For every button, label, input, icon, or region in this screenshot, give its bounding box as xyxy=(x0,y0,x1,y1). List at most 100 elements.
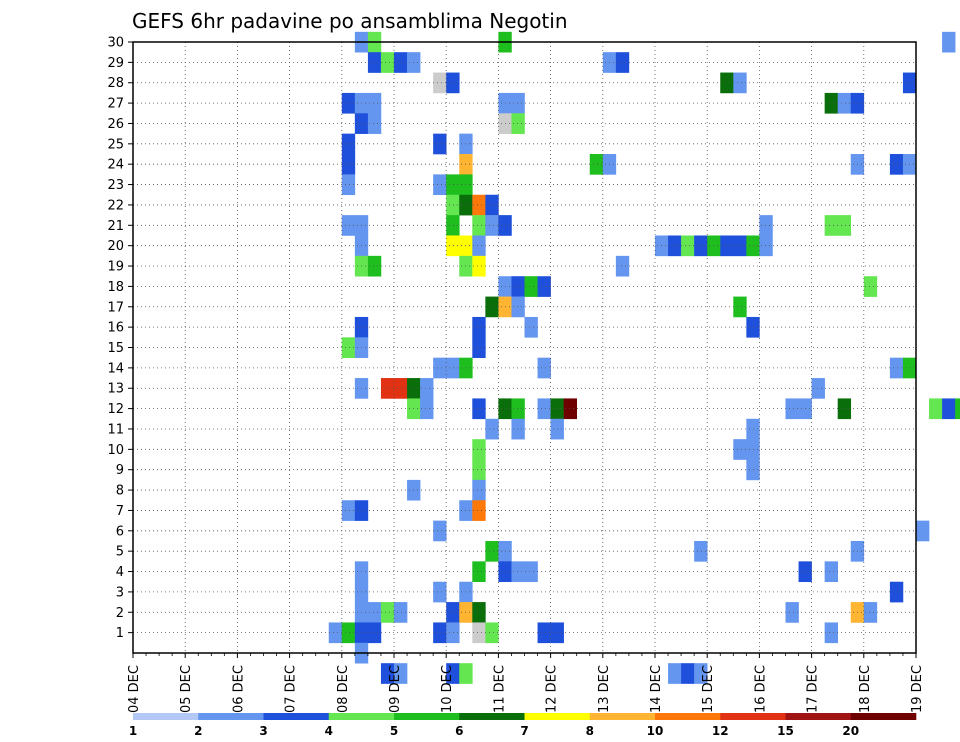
heatmap-cell xyxy=(733,235,747,257)
colorbar-swatch xyxy=(328,713,395,720)
heatmap-cell xyxy=(472,602,486,623)
heatmap-cell xyxy=(811,378,825,399)
y-tick-label: 5 xyxy=(116,545,124,560)
heatmap-cell xyxy=(433,520,447,542)
heatmap-cell xyxy=(367,622,382,644)
y-tick-label: 15 xyxy=(107,341,124,356)
heatmap-cell xyxy=(472,561,486,583)
heatmap-cell xyxy=(889,154,904,175)
heatmap-cell xyxy=(916,520,930,542)
heatmap-cell xyxy=(380,52,395,73)
y-tick-label: 11 xyxy=(107,422,124,437)
heatmap-cell xyxy=(485,194,499,216)
x-tick-label: 17 DEC xyxy=(806,665,821,713)
heatmap-cell xyxy=(367,255,382,277)
y-tick-label: 6 xyxy=(116,524,124,539)
heatmap-cell xyxy=(446,174,460,196)
heatmap-cell xyxy=(955,398,960,420)
grid-lines xyxy=(133,41,916,653)
heatmap-cell xyxy=(433,622,447,644)
y-tick-label: 3 xyxy=(116,585,124,600)
heatmap-cell xyxy=(341,500,356,521)
heatmap-cell xyxy=(472,439,486,460)
heatmap-cell xyxy=(563,398,577,420)
heatmap-cell xyxy=(837,398,852,420)
heatmap-cell xyxy=(681,235,695,257)
heatmap-cell xyxy=(511,296,525,318)
heatmap-cell xyxy=(472,235,486,257)
heatmap-cell xyxy=(394,378,408,399)
heatmap-cell xyxy=(668,235,682,257)
heatmap-cell xyxy=(485,215,499,236)
x-tick-label: 19 DEC xyxy=(910,665,925,713)
heatmap-cell xyxy=(446,663,460,684)
x-tick-label: 16 DEC xyxy=(753,665,768,713)
y-tick-label: 30 xyxy=(107,36,124,51)
colorbar-label: 4 xyxy=(325,724,333,738)
y-tick-label: 23 xyxy=(107,178,124,193)
heatmap-cell xyxy=(681,663,695,684)
y-tick-label: 9 xyxy=(116,463,124,478)
colorbar-label: 5 xyxy=(390,724,398,738)
heatmap-cell xyxy=(485,418,499,440)
heatmap-cell xyxy=(942,31,956,53)
heatmap-cell xyxy=(824,622,838,644)
heatmap-cell xyxy=(733,439,747,460)
heatmap-cell xyxy=(433,174,447,196)
heatmap-cell xyxy=(824,215,838,236)
heatmap-cell xyxy=(733,296,747,318)
heatmap-cell xyxy=(615,52,630,73)
heatmap-cell xyxy=(929,398,943,420)
heatmap-cell xyxy=(733,72,747,94)
heatmap-cell xyxy=(367,602,382,623)
y-tick-label: 29 xyxy=(107,56,124,71)
heatmap-cell xyxy=(380,378,395,399)
heatmap-cell xyxy=(863,276,878,297)
colorbar-swatch xyxy=(198,713,264,720)
y-tick-label: 8 xyxy=(116,484,124,499)
heatmap-cell xyxy=(824,561,838,583)
heatmap-cell xyxy=(380,602,395,623)
heatmap-cell xyxy=(367,52,382,73)
x-tick-label: 13 DEC xyxy=(597,665,612,713)
heatmap-cell xyxy=(380,663,395,684)
y-tick-label: 24 xyxy=(107,158,124,173)
heatmap-cell xyxy=(524,276,538,297)
heatmap-cell xyxy=(341,337,356,358)
heatmap-cell xyxy=(759,235,773,257)
colorbar-label: 3 xyxy=(259,724,267,738)
colorbar-label: 10 xyxy=(647,724,664,738)
heatmap-cell xyxy=(433,72,447,94)
y-tick-label: 17 xyxy=(107,300,124,315)
heatmap-cell xyxy=(524,561,538,583)
heatmap-cell xyxy=(420,378,434,399)
y-tick-label: 10 xyxy=(107,443,124,458)
colorbar-swatch xyxy=(785,713,852,720)
y-tick-label: 27 xyxy=(107,97,124,112)
heatmap-cell xyxy=(694,663,708,684)
heatmap-cell xyxy=(537,398,551,420)
heatmap-cell xyxy=(472,337,486,358)
y-tick-label: 7 xyxy=(116,504,124,519)
x-axis: 04 DEC 05 DEC 06 DEC 07 DEC 08 DEC 09 DEC 10 D… xyxy=(127,653,925,713)
heatmap-cell xyxy=(824,92,838,114)
heatmap-cell xyxy=(341,133,356,155)
y-tick-label: 18 xyxy=(107,280,124,295)
y-tick-label: 12 xyxy=(107,402,124,417)
colorbar-label: 20 xyxy=(842,724,859,738)
heatmap-cell xyxy=(511,561,525,583)
colorbar-swatch xyxy=(850,713,917,720)
y-tick-label: 21 xyxy=(107,219,124,234)
heatmap-cell xyxy=(694,235,708,257)
heatmap-cell xyxy=(472,500,486,521)
heatmap-cell xyxy=(433,581,447,603)
heatmap-cell xyxy=(459,663,473,684)
y-tick-label: 1 xyxy=(116,626,124,641)
heatmap-cell xyxy=(341,92,356,114)
heatmap-cell xyxy=(446,215,460,236)
colorbar-label: 8 xyxy=(586,724,594,738)
heatmap-cell xyxy=(472,215,486,236)
heatmap-cell xyxy=(446,602,460,623)
heatmap-cell xyxy=(837,92,852,114)
